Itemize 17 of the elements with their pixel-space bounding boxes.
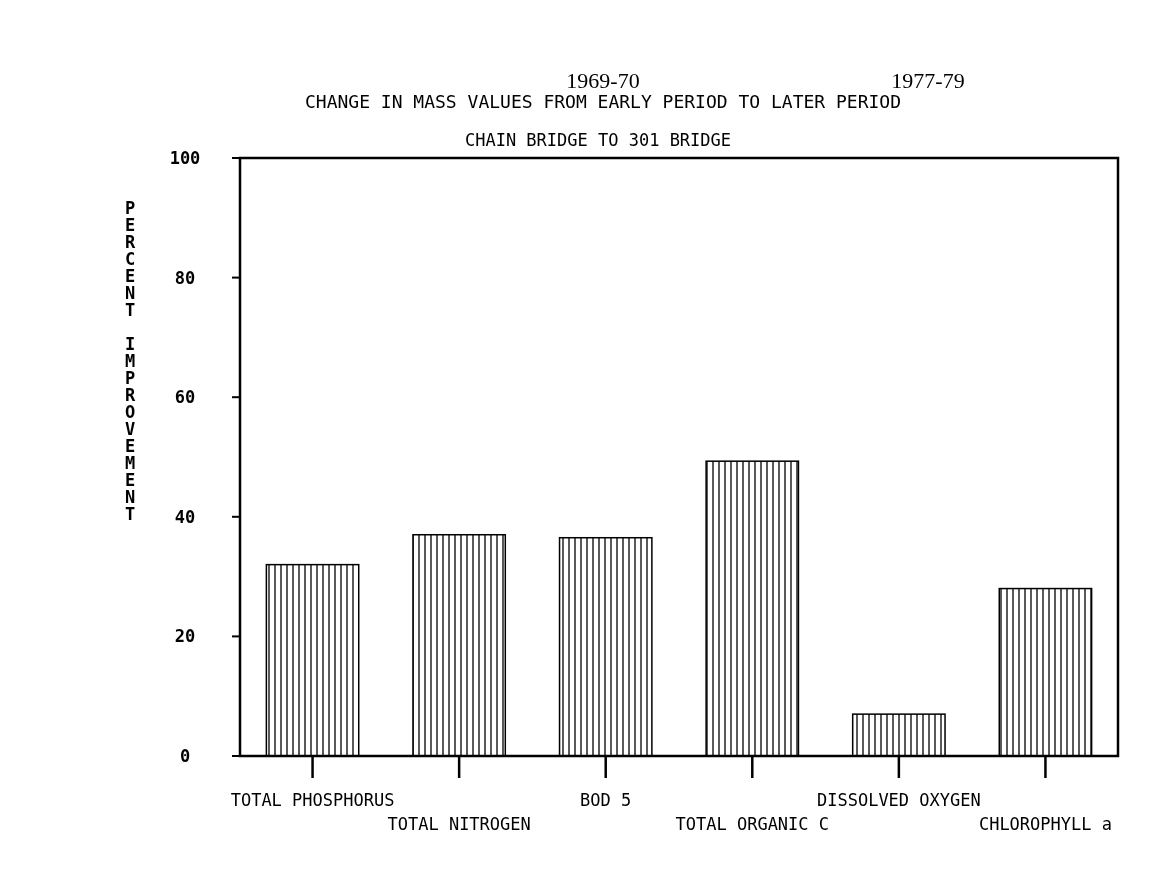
x-tick-label: TOTAL ORGANIC C <box>675 814 830 834</box>
y-tick-label: 40 <box>174 506 196 527</box>
chart-title: CHANGE IN MASS VALUES FROM EARLY PERIOD TO LATER PERIOD <box>304 91 902 112</box>
text: 1969-70 <box>566 68 640 93</box>
y-tick-label: 80 <box>174 267 196 288</box>
x-tick-label: CHLOROPHYLL a <box>978 814 1112 834</box>
x-tick-label: BOD 5 <box>580 790 632 810</box>
chart-subtitle: CHAIN BRIDGE TO 301 BRIDGE <box>464 130 732 150</box>
y-tick-label: 100 <box>169 147 201 168</box>
y-tick-label: 60 <box>174 387 196 408</box>
x-tick-label: DISSOLVED OXYGEN <box>816 790 981 810</box>
text: 1977-79 <box>891 68 965 93</box>
x-tick-label: TOTAL PHOSPHORUS <box>230 790 395 810</box>
y-axis-title: PERCENT IMPROVEMENT <box>120 198 140 521</box>
x-tick-label: TOTAL NITROGEN <box>387 814 531 834</box>
y-tick-label: 20 <box>174 626 196 647</box>
y-tick-label: 0 <box>179 745 191 766</box>
